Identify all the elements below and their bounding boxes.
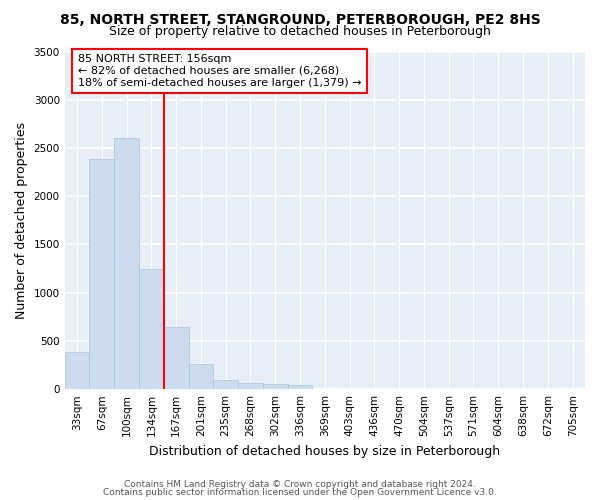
Bar bbox=[188, 364, 214, 389]
Text: 85 NORTH STREET: 156sqm
← 82% of detached houses are smaller (6,268)
18% of semi: 85 NORTH STREET: 156sqm ← 82% of detache… bbox=[77, 54, 361, 88]
Bar bbox=[287, 386, 313, 389]
Bar bbox=[139, 268, 164, 389]
Bar bbox=[89, 158, 114, 389]
Y-axis label: Number of detached properties: Number of detached properties bbox=[15, 122, 28, 319]
Bar bbox=[164, 328, 188, 389]
Bar bbox=[214, 380, 238, 389]
Bar bbox=[65, 352, 89, 389]
Text: Size of property relative to detached houses in Peterborough: Size of property relative to detached ho… bbox=[109, 25, 491, 38]
Text: 85, NORTH STREET, STANGROUND, PETERBOROUGH, PE2 8HS: 85, NORTH STREET, STANGROUND, PETERBOROU… bbox=[59, 12, 541, 26]
Text: Contains public sector information licensed under the Open Government Licence v3: Contains public sector information licen… bbox=[103, 488, 497, 497]
Text: Contains HM Land Registry data © Crown copyright and database right 2024.: Contains HM Land Registry data © Crown c… bbox=[124, 480, 476, 489]
Bar bbox=[114, 138, 139, 389]
Bar bbox=[238, 384, 263, 389]
X-axis label: Distribution of detached houses by size in Peterborough: Distribution of detached houses by size … bbox=[149, 444, 500, 458]
Bar bbox=[263, 384, 287, 389]
